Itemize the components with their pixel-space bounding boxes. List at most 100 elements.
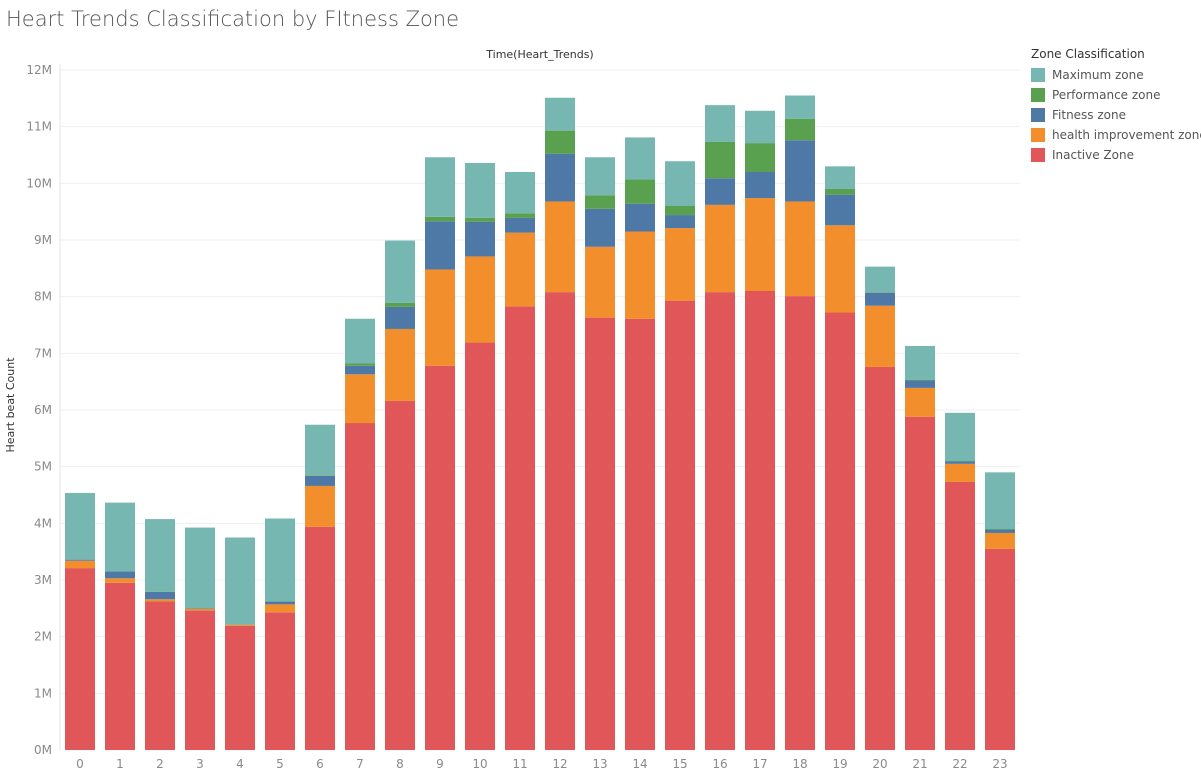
bar-segment-maximum-zone[interactable]: [105, 502, 135, 572]
bar-segment-inactive-zone[interactable]: [225, 625, 255, 750]
bar-segment-inactive-zone[interactable]: [865, 366, 895, 750]
bar-segment-fitness-zone[interactable]: [465, 221, 495, 257]
bar-segment-performance-zone[interactable]: [825, 189, 855, 195]
legend-item[interactable]: Maximum zone: [1031, 65, 1199, 85]
bar-segment-performance-zone[interactable]: [985, 529, 1015, 530]
bar-segment-fitness-zone[interactable]: [65, 559, 95, 561]
bar-segment-fitness-zone[interactable]: [785, 140, 815, 202]
bar-segment-fitness-zone[interactable]: [145, 591, 175, 600]
bar-segment-fitness-zone[interactable]: [505, 217, 535, 233]
bar-segment-maximum-zone[interactable]: [65, 493, 95, 560]
bar-segment-performance-zone[interactable]: [865, 292, 895, 293]
bar-segment-maximum-zone[interactable]: [665, 161, 695, 206]
bar-segment-fitness-zone[interactable]: [265, 601, 295, 605]
bar-segment-inactive-zone[interactable]: [105, 582, 135, 750]
bar-segment-health-improvement-zone[interactable]: [105, 578, 135, 583]
bar-segment-performance-zone[interactable]: [305, 475, 335, 476]
bar-segment-performance-zone[interactable]: [545, 130, 575, 154]
bar-segment-performance-zone[interactable]: [345, 363, 375, 366]
bar-segment-health-improvement-zone[interactable]: [145, 599, 175, 602]
bar-segment-inactive-zone[interactable]: [65, 568, 95, 750]
bar-segment-fitness-zone[interactable]: [105, 571, 135, 579]
bar-segment-performance-zone[interactable]: [785, 118, 815, 141]
bar-segment-fitness-zone[interactable]: [545, 153, 575, 202]
bar-segment-maximum-zone[interactable]: [705, 105, 735, 142]
bar-segment-health-improvement-zone[interactable]: [225, 624, 255, 626]
bar-segment-fitness-zone[interactable]: [945, 461, 975, 464]
bar-segment-health-improvement-zone[interactable]: [705, 204, 735, 293]
bar-segment-inactive-zone[interactable]: [985, 548, 1015, 750]
bar-segment-inactive-zone[interactable]: [785, 296, 815, 750]
bar-segment-inactive-zone[interactable]: [665, 300, 695, 750]
bar-segment-maximum-zone[interactable]: [425, 157, 455, 217]
bar-segment-performance-zone[interactable]: [465, 217, 495, 222]
bar-segment-fitness-zone[interactable]: [385, 306, 415, 329]
bar-segment-health-improvement-zone[interactable]: [745, 198, 775, 291]
bar-segment-maximum-zone[interactable]: [825, 166, 855, 189]
bar-segment-fitness-zone[interactable]: [705, 178, 735, 205]
bar-segment-fitness-zone[interactable]: [185, 608, 215, 609]
bar-segment-health-improvement-zone[interactable]: [505, 232, 535, 307]
bar-segment-inactive-zone[interactable]: [745, 291, 775, 750]
legend-item[interactable]: Inactive Zone: [1031, 145, 1199, 165]
bar-segment-maximum-zone[interactable]: [785, 95, 815, 119]
bar-segment-fitness-zone[interactable]: [905, 380, 935, 388]
bar-segment-maximum-zone[interactable]: [145, 519, 175, 592]
bar-segment-maximum-zone[interactable]: [585, 157, 615, 196]
bar-segment-inactive-zone[interactable]: [265, 612, 295, 750]
bar-segment-health-improvement-zone[interactable]: [985, 532, 1015, 549]
bar-segment-inactive-zone[interactable]: [185, 610, 215, 750]
legend-item[interactable]: Fitness zone: [1031, 105, 1199, 125]
bar-segment-inactive-zone[interactable]: [345, 423, 375, 750]
bar-segment-maximum-zone[interactable]: [185, 527, 215, 609]
bar-segment-inactive-zone[interactable]: [905, 416, 935, 750]
bar-segment-performance-zone[interactable]: [945, 461, 975, 462]
bar-segment-inactive-zone[interactable]: [945, 481, 975, 750]
bar-segment-fitness-zone[interactable]: [825, 194, 855, 226]
bar-segment-health-improvement-zone[interactable]: [945, 463, 975, 482]
bar-segment-performance-zone[interactable]: [505, 213, 535, 218]
bar-segment-inactive-zone[interactable]: [825, 312, 855, 750]
bar-segment-inactive-zone[interactable]: [585, 317, 615, 750]
bar-segment-performance-zone[interactable]: [425, 216, 455, 222]
bar-segment-performance-zone[interactable]: [665, 206, 695, 216]
bar-segment-inactive-zone[interactable]: [625, 318, 655, 750]
bar-segment-maximum-zone[interactable]: [945, 412, 975, 461]
bar-segment-maximum-zone[interactable]: [505, 172, 535, 214]
bar-segment-fitness-zone[interactable]: [985, 529, 1015, 533]
bar-segment-health-improvement-zone[interactable]: [425, 269, 455, 366]
bar-segment-maximum-zone[interactable]: [545, 97, 575, 131]
bar-segment-maximum-zone[interactable]: [625, 137, 655, 180]
bar-segment-inactive-zone[interactable]: [145, 601, 175, 750]
bar-segment-inactive-zone[interactable]: [305, 526, 335, 750]
bar-segment-inactive-zone[interactable]: [425, 365, 455, 750]
legend-item[interactable]: Performance zone: [1031, 85, 1199, 105]
bar-segment-inactive-zone[interactable]: [465, 342, 495, 750]
bar-segment-performance-zone[interactable]: [585, 195, 615, 209]
bar-segment-inactive-zone[interactable]: [705, 292, 735, 750]
bar-segment-performance-zone[interactable]: [905, 379, 935, 381]
bar-segment-fitness-zone[interactable]: [425, 221, 455, 270]
legend-item[interactable]: health improvement zone: [1031, 125, 1201, 145]
bar-segment-health-improvement-zone[interactable]: [585, 246, 615, 318]
bar-segment-health-improvement-zone[interactable]: [65, 560, 95, 569]
bar-segment-fitness-zone[interactable]: [585, 208, 615, 247]
bar-segment-maximum-zone[interactable]: [385, 240, 415, 303]
bar-segment-health-improvement-zone[interactable]: [905, 387, 935, 417]
bar-segment-maximum-zone[interactable]: [745, 110, 775, 144]
bar-segment-health-improvement-zone[interactable]: [345, 374, 375, 424]
bar-segment-health-improvement-zone[interactable]: [385, 328, 415, 401]
bar-segment-health-improvement-zone[interactable]: [865, 305, 895, 367]
bar-segment-maximum-zone[interactable]: [465, 162, 495, 218]
bar-segment-health-improvement-zone[interactable]: [825, 225, 855, 313]
bar-segment-inactive-zone[interactable]: [545, 292, 575, 750]
bar-segment-health-improvement-zone[interactable]: [625, 231, 655, 319]
bar-segment-maximum-zone[interactable]: [865, 266, 895, 293]
bar-segment-fitness-zone[interactable]: [345, 365, 375, 375]
bar-segment-performance-zone[interactable]: [705, 141, 735, 179]
bar-segment-maximum-zone[interactable]: [985, 472, 1015, 529]
bar-segment-fitness-zone[interactable]: [625, 203, 655, 232]
bar-segment-performance-zone[interactable]: [385, 302, 415, 307]
bar-segment-maximum-zone[interactable]: [905, 345, 935, 380]
bar-segment-fitness-zone[interactable]: [305, 475, 335, 486]
